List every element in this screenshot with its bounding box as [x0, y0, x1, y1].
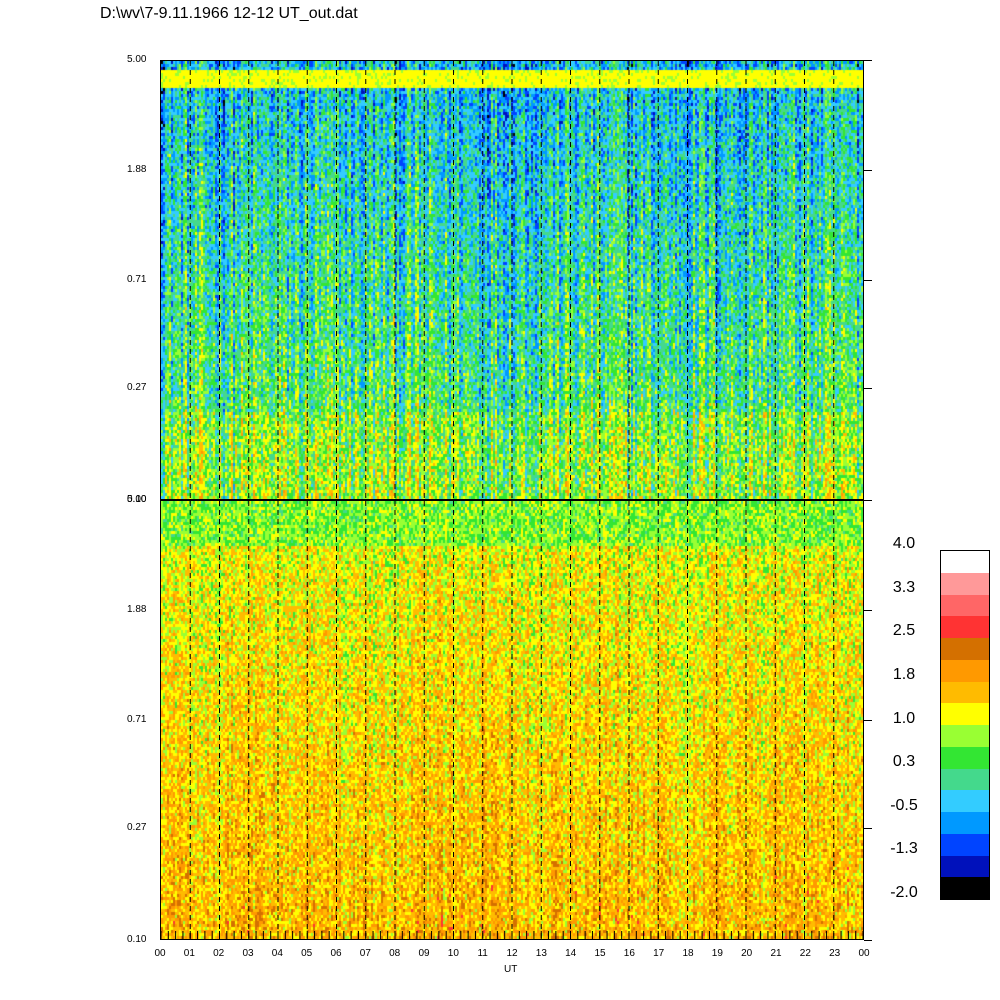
colorbar-label: -2.0 [890, 884, 918, 901]
x-tick-label: 14 [565, 948, 577, 959]
x-tick-label: 10 [447, 948, 459, 959]
y-right-tick [864, 279, 872, 281]
top-spectrogram-panel [160, 60, 864, 500]
colorbar-segment [941, 855, 989, 878]
x-tick-label: 21 [770, 948, 782, 959]
chart-title: D:\wv\7-9.11.1966 12-12 UT_out.dat [100, 5, 358, 22]
x-tick-label: 05 [301, 948, 313, 959]
colorbar-label: 1.0 [892, 709, 916, 727]
colorbar-segment [941, 833, 989, 856]
colorbar-segment [941, 877, 989, 900]
y-tick-label: 0.27 [127, 382, 147, 394]
y-tick-label: 0.10 [127, 934, 147, 945]
x-tick-label: 12 [506, 948, 518, 959]
y-right-tick [864, 828, 872, 830]
colorbar-segment [941, 594, 989, 617]
y-tick-label: 5.00 [127, 494, 147, 505]
x-tick-label: 22 [799, 948, 811, 959]
y-right-tick [864, 60, 872, 61]
colorbar-label: -0.5 [890, 796, 918, 814]
colorbar-segment [941, 703, 989, 726]
y-tick-label: 0.71 [127, 273, 147, 285]
x-tick-label: 11 [477, 948, 488, 959]
colorbar-segment [941, 790, 989, 813]
y-tick-label: 5.00 [127, 54, 147, 65]
colorbar-segment [941, 725, 989, 747]
x-tick-label: 08 [389, 948, 401, 959]
y-right-tick [864, 388, 872, 390]
colorbar-segment [941, 746, 989, 769]
y-tick-label: 0.27 [127, 822, 147, 834]
colorbar-label: 1.8 [892, 665, 916, 683]
x-tick-label: 07 [359, 948, 371, 959]
x-tick-label: 06 [330, 948, 342, 959]
y-right-tick [864, 719, 872, 721]
x-tick-label: 13 [535, 948, 547, 959]
colorbar-label: 0.3 [892, 753, 916, 771]
colorbar-label: 2.5 [892, 622, 916, 640]
x-tick-label: 09 [418, 948, 430, 959]
x-tick-label: 23 [829, 948, 841, 959]
colorbar-segment [941, 681, 989, 704]
x-tick-label: 01 [183, 948, 195, 959]
y-right-tick [864, 610, 872, 612]
x-tick-label: 17 [653, 948, 665, 959]
x-tick-label: 00 [858, 948, 870, 959]
x-tick-label: 15 [594, 948, 606, 959]
x-tick-label: 18 [682, 948, 694, 959]
bottom-spectrogram-panel [160, 500, 864, 940]
x-tick-label: 19 [711, 948, 723, 959]
x-tick-label: 02 [213, 948, 225, 959]
colorbar-label: 3.3 [892, 578, 916, 596]
y-tick-label: 0.71 [127, 713, 147, 725]
x-tick-label: 03 [242, 948, 254, 959]
colorbar [940, 550, 990, 900]
colorbar-segment [941, 551, 989, 573]
y-right-tick [864, 170, 872, 172]
x-tick-label: 16 [623, 948, 635, 959]
y-right-tick [864, 500, 872, 501]
colorbar-segment [941, 572, 989, 595]
colorbar-segment [941, 616, 989, 639]
x-axis-label: UT [504, 964, 518, 975]
y-tick-label: 1.88 [127, 604, 147, 616]
colorbar-segment [941, 659, 989, 682]
x-tick-label: 20 [741, 948, 753, 959]
colorbar-label: 4.0 [892, 535, 916, 552]
colorbar-segment [941, 768, 989, 791]
x-tick-label: 00 [154, 948, 166, 959]
x-tick-label: 04 [271, 948, 283, 959]
y-tick-label: 0.10 [127, 494, 147, 505]
top-panel-overlay [189, 61, 835, 499]
y-right-tick [864, 940, 872, 941]
y-tick-label: 1.88 [127, 164, 147, 176]
bottom-panel-overlay [161, 501, 863, 939]
colorbar-segment [941, 638, 989, 660]
colorbar-segment [941, 812, 989, 834]
colorbar-label: -1.3 [890, 840, 918, 858]
